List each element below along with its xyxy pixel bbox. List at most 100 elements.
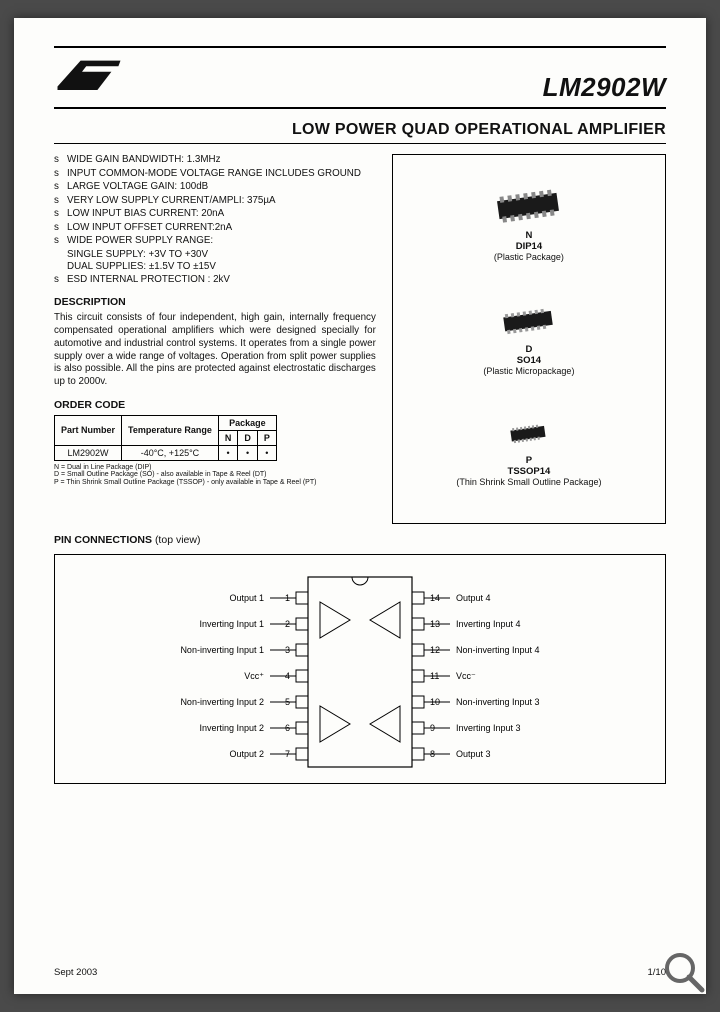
cell-d: •: [238, 445, 258, 460]
col-n: N: [218, 430, 238, 445]
package-dip14: NDIP14 (Plastic Package): [488, 185, 570, 262]
svg-text:Non-inverting Input 1: Non-inverting Input 1: [180, 645, 264, 655]
st-logo: [54, 54, 124, 103]
svg-text:1: 1: [285, 593, 290, 603]
bullet-icon: s: [54, 168, 61, 181]
top-rule: [54, 46, 666, 48]
part-number: LM2902W: [543, 72, 666, 103]
bullet-icon: s: [54, 181, 61, 194]
header-rule: [54, 107, 666, 109]
feature-item: s LOW INPUT BIAS CURRENT: 20nA: [54, 208, 376, 221]
feature-item: s ESD INTERNAL PROTECTION : 2kV: [54, 274, 376, 287]
footer: Sept 2003 1/10: [54, 967, 666, 978]
svg-text:Inverting Input 4: Inverting Input 4: [456, 619, 521, 629]
col-temp: Temperature Range: [122, 415, 219, 445]
pkg-desc-p: (Thin Shrink Small Outline Package): [456, 477, 601, 487]
order-table: Part Number Temperature Range Package N …: [54, 415, 277, 461]
svg-text:Non-inverting Input 3: Non-inverting Input 3: [456, 697, 540, 707]
bullet-icon: s: [54, 208, 61, 221]
bullet-icon: s: [54, 235, 61, 248]
svg-text:Non-inverting Input 2: Non-inverting Input 2: [180, 697, 264, 707]
svg-text:10: 10: [430, 697, 440, 707]
svg-text:Vcc⁻: Vcc⁻: [456, 671, 476, 681]
svg-text:12: 12: [430, 645, 440, 655]
package-so14: DSO14 (Plastic Micropackage): [483, 305, 574, 376]
feature-subline: DUAL SUPPLIES: ±1.5V TO ±15V: [67, 261, 376, 274]
svg-text:Output 2: Output 2: [229, 749, 264, 759]
feature-list: s WIDE GAIN BANDWIDTH: 1.3MHz s INPUT COMMO…: [54, 154, 376, 286]
feature-item: s INPUT COMMON-MODE VOLTAGE RANGE INCLUDE…: [54, 168, 376, 181]
svg-text:14: 14: [430, 593, 440, 603]
svg-text:2: 2: [285, 619, 290, 629]
feature-text: VERY LOW SUPPLY CURRENT/AMPLI: 375µA: [67, 195, 376, 208]
col-p: P: [257, 430, 276, 445]
svg-text:Inverting Input 2: Inverting Input 2: [199, 723, 264, 733]
footer-date: Sept 2003: [54, 967, 97, 978]
pkg-name-d: SO14: [517, 355, 541, 366]
feature-text: LOW INPUT BIAS CURRENT: 20nA: [67, 208, 376, 221]
bullet-icon: s: [54, 154, 61, 167]
svg-text:Non-inverting Input 4: Non-inverting Input 4: [456, 645, 540, 655]
svg-text:Output 3: Output 3: [456, 749, 491, 759]
so14-icon: [494, 305, 564, 337]
cell-temp: -40°C, +125°C: [122, 445, 219, 460]
page-title: LOW POWER QUAD OPERATIONAL AMPLIFIER: [54, 121, 666, 139]
svg-text:11: 11: [430, 671, 439, 681]
pkg-code-n: N: [525, 230, 532, 241]
svg-text:13: 13: [430, 619, 440, 629]
feature-item: s VERY LOW SUPPLY CURRENT/AMPLI: 375µA: [54, 195, 376, 208]
svg-text:8: 8: [430, 749, 435, 759]
feature-text: ESD INTERNAL PROTECTION : 2kV: [67, 274, 376, 287]
pinout-heading: PIN CONNECTIONS (top view): [54, 534, 666, 546]
svg-text:Vcc⁺: Vcc⁺: [244, 671, 264, 681]
pkg-desc-d: (Plastic Micropackage): [483, 366, 574, 376]
feature-item: s WIDE POWER SUPPLY RANGE:: [54, 235, 376, 248]
feature-text: WIDE POWER SUPPLY RANGE:: [67, 235, 376, 248]
col-pkg: Package: [218, 415, 276, 430]
cell-n: •: [218, 445, 238, 460]
header: LM2902W: [54, 54, 666, 103]
title-rule: [54, 143, 666, 144]
col-part: Part Number: [55, 415, 122, 445]
cell-part: LM2902W: [55, 445, 122, 460]
bullet-icon: s: [54, 274, 61, 287]
pinout-heading-text: PIN CONNECTIONS: [54, 534, 152, 546]
pinout-diagram: 1 Output 1 14 Output 4 2 Inverting Input 1 13 I…: [54, 554, 666, 784]
description-text: This circuit consists of four independen…: [54, 312, 376, 388]
svg-text:6: 6: [285, 723, 290, 733]
svg-text:Inverting Input 3: Inverting Input 3: [456, 723, 521, 733]
feature-text: LARGE VOLTAGE GAIN: 100dB: [67, 181, 376, 194]
svg-text:Output 1: Output 1: [229, 593, 264, 603]
svg-text:3: 3: [285, 645, 290, 655]
order-heading: ORDER CODE: [54, 399, 376, 411]
feature-item: s WIDE GAIN BANDWIDTH: 1.3MHz: [54, 154, 376, 167]
svg-text:9: 9: [430, 723, 435, 733]
bullet-icon: s: [54, 195, 61, 208]
order-note: N = Dual in Line Package (DIP) D = Small…: [54, 464, 376, 487]
package-tssop14: PTSSOP14 (Thin Shrink Small Outline Pack…: [456, 420, 601, 487]
feature-text: WIDE GAIN BANDWIDTH: 1.3MHz: [67, 154, 376, 167]
package-box: NDIP14 (Plastic Package) DSO14 (Pla: [392, 154, 666, 524]
cell-p: •: [257, 445, 276, 460]
feature-item: s LARGE VOLTAGE GAIN: 100dB: [54, 181, 376, 194]
svg-text:Output 4: Output 4: [456, 593, 491, 603]
feature-item: s LOW INPUT OFFSET CURRENT:2nA: [54, 222, 376, 235]
svg-text:5: 5: [285, 697, 290, 707]
bullet-icon: s: [54, 222, 61, 235]
pkg-name-n: DIP14: [516, 241, 542, 252]
pinout-sub: (top view): [155, 534, 201, 546]
svg-text:Inverting Input 1: Inverting Input 1: [199, 619, 264, 629]
datasheet-page: LM2902W LOW POWER QUAD OPERATIONAL AMPLI…: [14, 18, 706, 994]
pkg-name-p: TSSOP14: [508, 466, 551, 477]
pkg-code-p: P: [526, 455, 532, 466]
col-d: D: [238, 430, 258, 445]
feature-text: INPUT COMMON-MODE VOLTAGE RANGE INCLUDES…: [67, 168, 376, 181]
pkg-desc-n: (Plastic Package): [488, 252, 570, 262]
dip14-icon: [488, 185, 570, 223]
feature-text: LOW INPUT OFFSET CURRENT:2nA: [67, 222, 376, 235]
magnifier-icon[interactable]: [660, 948, 708, 996]
description-heading: DESCRIPTION: [54, 296, 376, 308]
svg-text:7: 7: [285, 749, 290, 759]
feature-subline: SINGLE SUPPLY: +3V TO +30V: [67, 249, 376, 262]
svg-text:4: 4: [285, 671, 290, 681]
